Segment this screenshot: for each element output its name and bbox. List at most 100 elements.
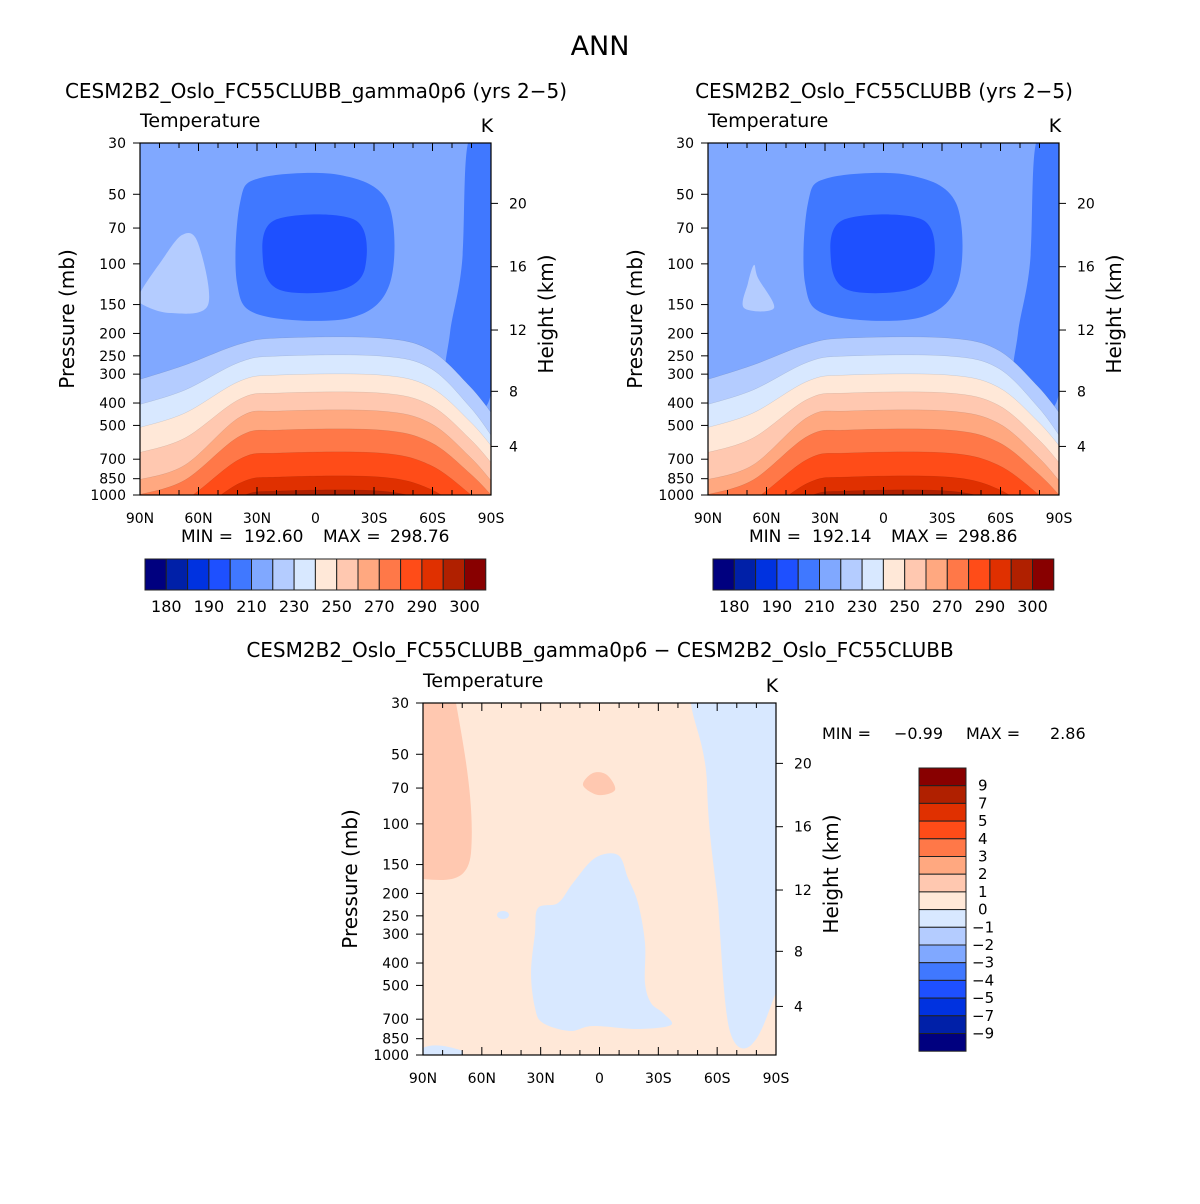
y2-tick-label: 16 (794, 820, 812, 836)
colorbar-label: −3 (972, 954, 994, 972)
contour-field (423, 703, 776, 1055)
y2-axis-label: Height (km) (1102, 254, 1126, 373)
y2-tick-label: 4 (1077, 439, 1086, 455)
colorbar-swatch (918, 1033, 967, 1052)
colorbar-swatch (819, 558, 842, 591)
max-label: MAX = (966, 724, 1020, 743)
max-value: 298.76 (390, 527, 449, 547)
colorbar-swatch (229, 558, 252, 591)
colorbar-swatch (918, 856, 967, 875)
y-tick-label: 150 (382, 858, 409, 874)
y-tick-label: 250 (382, 909, 409, 925)
colorbar-label: 300 (1017, 597, 1048, 616)
y2-axis-label: Height (km) (819, 814, 843, 933)
colorbar-swatch (918, 820, 967, 840)
y2-tick-label: 8 (794, 944, 803, 960)
y-tick-label: 50 (676, 187, 694, 203)
colorbar-swatch (144, 558, 167, 591)
y-tick-label: 200 (99, 326, 126, 342)
y2-tick-label: 16 (509, 260, 527, 276)
colorbar-swatch (918, 891, 967, 911)
y-tick-label: 250 (667, 349, 694, 365)
y-tick-label: 300 (667, 367, 694, 383)
contour-field (140, 143, 491, 495)
panel-model-b: 90N 60N 30N 0 30S 60S 90S 30 50 70 100 150 200 250 300… (623, 136, 1126, 527)
colorbar-label: 2 (978, 865, 988, 883)
x-tick-label: 60S (419, 511, 446, 527)
panel-difference: 90N 60N 30N 0 30S 60S 90S 30 50 70 100 150 200 250 300… (338, 696, 843, 1087)
colorbar-swatch (861, 558, 884, 591)
y2-tick-label: 20 (794, 756, 812, 772)
y-tick-label: 500 (99, 418, 126, 434)
y2-tick-label: 8 (509, 384, 518, 400)
colorbar-label: 1 (978, 883, 988, 901)
max-label: MAX = (891, 527, 949, 547)
x-tick-label: 30S (645, 1071, 672, 1087)
colorbar-swatch (918, 873, 967, 893)
y2-tick-label: 4 (794, 999, 803, 1015)
colorbar-swatch (968, 558, 991, 591)
y-tick-label: 70 (391, 781, 409, 797)
colorbar-swatch (733, 558, 757, 591)
y2-tick-label: 16 (1077, 260, 1095, 276)
colorbar-label: −2 (972, 936, 994, 954)
colorbar-swatch (755, 558, 778, 591)
y-tick-label: 250 (99, 349, 126, 365)
colorbar-label: 270 (932, 597, 963, 616)
x-tick-label: 90N (694, 511, 722, 527)
x-tick-label: 30S (361, 511, 388, 527)
y-tick-label: 50 (391, 747, 409, 763)
y-tick-label: 70 (676, 221, 694, 237)
y-tick-label: 850 (99, 472, 126, 488)
max-value: 2.86 (1050, 724, 1086, 743)
colorbar-swatch (918, 944, 967, 964)
contour-positive-blob (582, 772, 616, 796)
figure-title: ANN (571, 31, 630, 62)
y-tick-label: 400 (99, 396, 126, 412)
colorbar-swatch (400, 558, 423, 591)
contour-negative-south (691, 703, 776, 1049)
y-tick-label: 700 (99, 452, 126, 468)
colorbar-swatch (442, 558, 466, 591)
variable-label: Temperature (707, 110, 828, 132)
min-label: MIN = (822, 724, 871, 743)
y-tick-label: 100 (382, 817, 409, 833)
colorbar-swatch (840, 558, 863, 591)
colorbar-label: 290 (975, 597, 1006, 616)
min-value: 192.60 (244, 527, 303, 547)
colorbar-label: 5 (978, 812, 988, 830)
contour-cold-tropopause-inner (830, 214, 935, 294)
variable-label: Temperature (139, 110, 260, 132)
y-tick-label: 500 (667, 418, 694, 434)
y-axis-label: Pressure (mb) (55, 249, 79, 389)
colorbar-swatch (421, 558, 444, 591)
colorbar-label: 190 (762, 597, 793, 616)
colorbar-swatch (797, 558, 821, 591)
colorbar-label: 3 (978, 848, 988, 866)
colorbar-label: 230 (847, 597, 878, 616)
colorbar-swatch (925, 558, 948, 591)
colorbar-swatch (918, 926, 967, 946)
y2-tick-label: 4 (509, 439, 518, 455)
colorbar-label: 180 (719, 597, 750, 616)
colorbar-swatch (904, 558, 927, 591)
y2-axis-label: Height (km) (534, 254, 558, 373)
min-value: −0.99 (894, 724, 943, 743)
y-axis-label: Pressure (mb) (623, 249, 647, 389)
y2-tick-label: 12 (794, 883, 812, 899)
colorbar-swatch (251, 558, 274, 591)
colorbar-swatch (918, 979, 967, 999)
colorbar-label: 180 (151, 597, 182, 616)
max-label: MAX = (323, 527, 381, 547)
colorbar-label: 300 (449, 597, 480, 616)
panel-title: CESM2B2_Oslo_FC55CLUBB (yrs 2−5) (695, 79, 1073, 103)
colorbar-swatch (918, 785, 967, 804)
colorbar-swatch (918, 997, 967, 1017)
colorbar-swatch (946, 558, 970, 591)
y-tick-label: 500 (382, 978, 409, 994)
colorbar-swatch (1010, 558, 1034, 591)
variable-label: Temperature (422, 670, 543, 692)
x-tick-label: 90S (478, 511, 505, 527)
colorbar-swatch (882, 558, 906, 591)
